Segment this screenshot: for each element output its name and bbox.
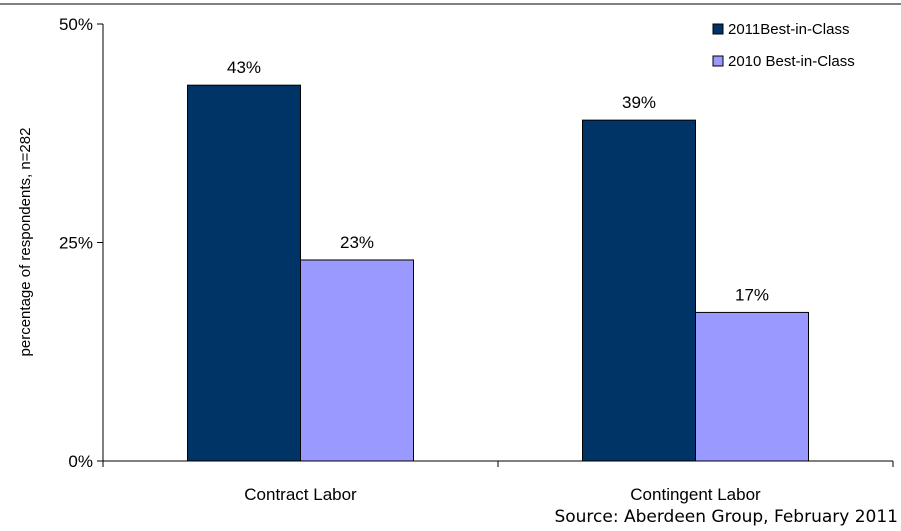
y-tick-label: 25% bbox=[59, 234, 93, 253]
bars bbox=[187, 84, 809, 462]
legend-swatch bbox=[712, 55, 724, 67]
data-label: 43% bbox=[227, 58, 261, 77]
legend-swatch bbox=[712, 23, 724, 35]
y-tick-label: 50% bbox=[59, 15, 93, 34]
y-axis-label: percentage of respondents, n=282 bbox=[17, 128, 34, 357]
legend-label: 2011Best-in-Class bbox=[728, 21, 849, 38]
y-tick-label: 0% bbox=[68, 452, 93, 471]
bar bbox=[187, 84, 301, 462]
legend-label: 2010 Best-in-Class bbox=[728, 53, 855, 70]
category-label: Contract Labor bbox=[244, 485, 357, 504]
data-label: 17% bbox=[735, 285, 769, 304]
bar bbox=[582, 119, 696, 462]
data-label: 23% bbox=[340, 233, 374, 252]
category-label: Contingent Labor bbox=[630, 485, 761, 504]
labels: 43% 23% Contract Labor 39% 17% Contingent Lab… bbox=[227, 58, 769, 504]
bar bbox=[695, 311, 809, 462]
bar bbox=[300, 259, 414, 462]
data-label: 39% bbox=[622, 93, 656, 112]
legend: 2011Best-in-Class 2010 Best-in-Class bbox=[712, 21, 855, 70]
source-note: Source: Aberdeen Group, February 2011 bbox=[554, 507, 898, 527]
